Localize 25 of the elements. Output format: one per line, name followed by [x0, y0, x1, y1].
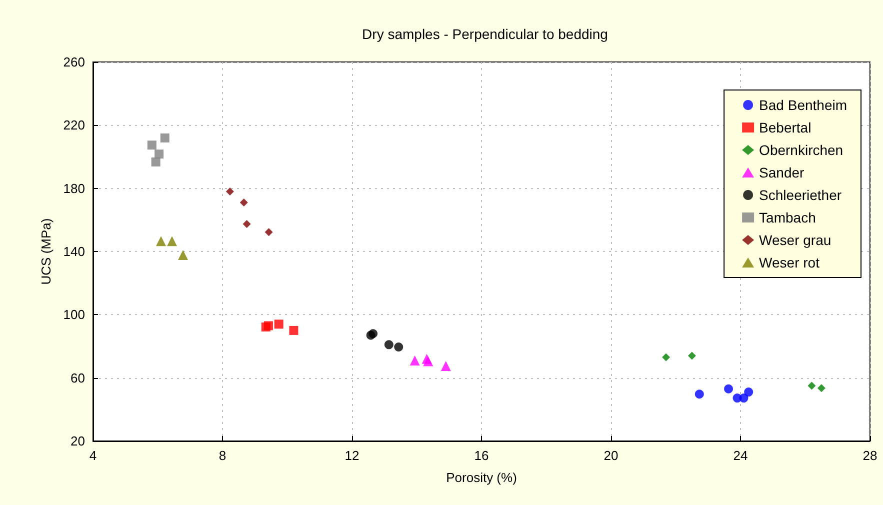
y-tick-label: 140 [63, 244, 85, 259]
x-tick-label: 12 [344, 448, 360, 463]
x-tick-label: 28 [862, 448, 878, 463]
y-tick-label: 220 [63, 118, 85, 133]
x-tick-label: 24 [733, 448, 748, 463]
legend-label: Weser grau [759, 232, 832, 248]
y-tick-label: 20 [70, 434, 85, 448]
y-tick-label: 60 [70, 370, 85, 386]
x-axis-title: Porosity (%) [446, 470, 517, 485]
y-tick-label: 100 [63, 307, 85, 322]
legend-label: Tambach [759, 210, 816, 226]
y-axis-title: UCS (MPa) [38, 218, 54, 285]
legend-label: Bebertal [759, 120, 812, 136]
x-tick-label: 8 [218, 448, 226, 463]
x-tick-label: 20 [604, 448, 618, 463]
x-tick-label: 16 [474, 448, 489, 463]
chart-title: Dry samples - Perpendicular to bedding [362, 26, 608, 42]
y-tick-label: 260 [63, 54, 85, 70]
legend-label: Schleeriether [759, 187, 842, 203]
legend-label: Bad Bentheim [759, 97, 848, 113]
y-tick-label: 180 [63, 180, 85, 196]
legend-label: Obernkirchen [759, 142, 844, 158]
legend-label: Sander [759, 164, 805, 180]
x-tick-label: 4 [89, 448, 97, 463]
legend-label: Weser rot [759, 254, 820, 270]
